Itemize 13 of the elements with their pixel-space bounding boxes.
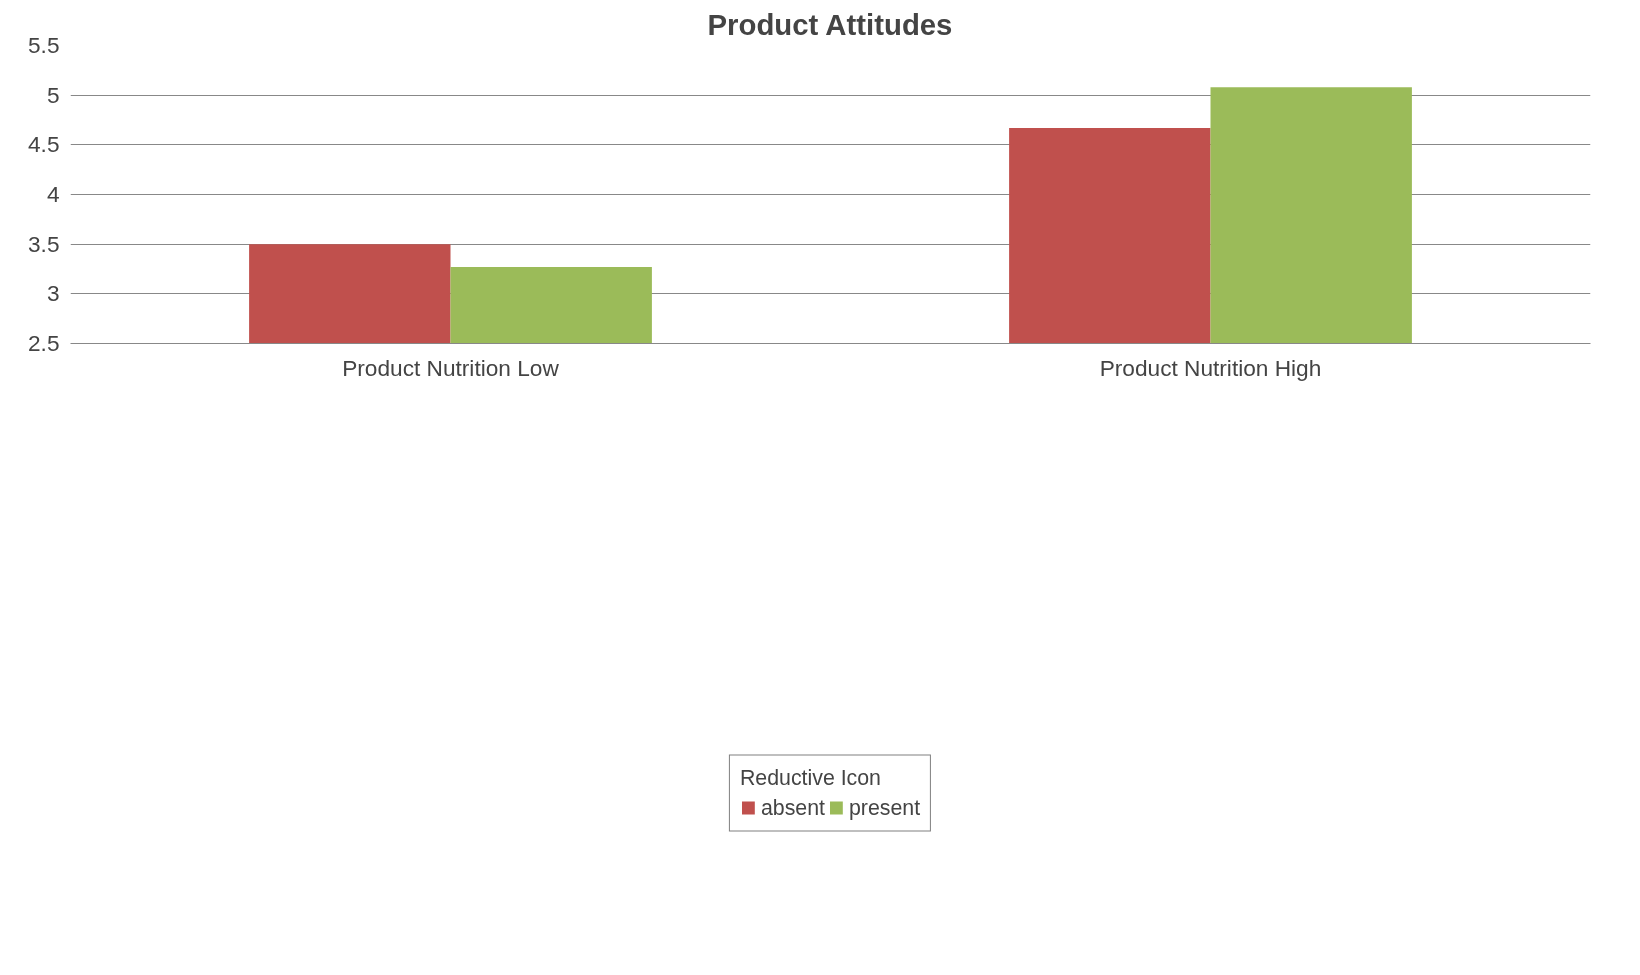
y-tick-label: 5.5 bbox=[28, 32, 60, 58]
y-tick-label: 4.5 bbox=[28, 131, 60, 158]
legend-label: present bbox=[848, 795, 921, 821]
y-tick-label: 4 bbox=[46, 181, 60, 207]
chart-title: Product Attitudes bbox=[707, 7, 953, 41]
y-tick-label: 5 bbox=[46, 81, 60, 108]
y-tick-label: 3 bbox=[46, 280, 60, 307]
legend-title: Reductive Icon bbox=[739, 765, 882, 791]
legend-label: absent bbox=[760, 795, 825, 821]
y-tick-label: 3.5 bbox=[28, 230, 60, 257]
y-tick-label: 2.5 bbox=[28, 330, 60, 356]
x-tick-label: Product Nutrition High bbox=[1099, 354, 1322, 381]
x-tick-label: Product Nutrition Low bbox=[342, 354, 560, 381]
